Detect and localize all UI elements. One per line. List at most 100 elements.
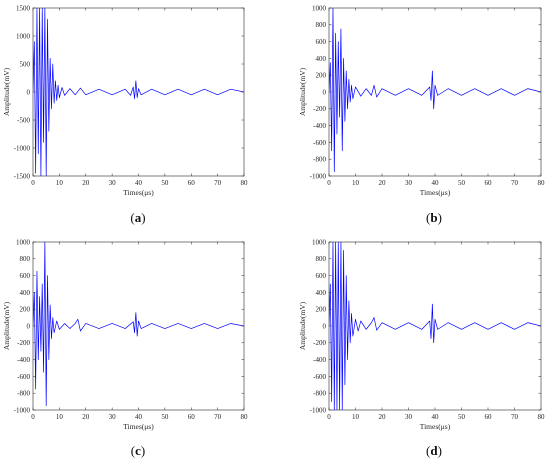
y-tick-label: 0 bbox=[27, 88, 31, 96]
y-tick-label: 500 bbox=[20, 60, 31, 68]
y-tick-label: 600 bbox=[316, 38, 327, 46]
y-tick-label: -500 bbox=[17, 116, 30, 124]
x-tick-label: 40 bbox=[432, 179, 440, 187]
x-axis-title: Times(μs) bbox=[123, 422, 154, 431]
series-group bbox=[33, 8, 244, 176]
y-axis-title: Amplitude(mV) bbox=[298, 301, 307, 350]
panel-caption: (d) bbox=[426, 443, 442, 458]
chart-panel-d: 0 10 20 30 40 50 60 70 80 -1000 -800 -600 -400 -200 0 2… bbox=[298, 238, 545, 458]
x-tick-label: 60 bbox=[485, 413, 493, 421]
y-tick-label: 800 bbox=[20, 255, 31, 263]
series-group bbox=[329, 242, 541, 410]
x-tick-label: 30 bbox=[109, 179, 117, 187]
chart-panel-a: 0 10 20 30 40 50 60 70 80 -1500 -1000 -500 0 500 1000 1… bbox=[2, 4, 248, 225]
x-tick-label: 40 bbox=[135, 179, 143, 187]
x-tick-label: 50 bbox=[161, 179, 169, 187]
series-line-0 bbox=[329, 242, 541, 410]
panel-caption: (b) bbox=[426, 210, 442, 225]
y-tick-label: 1000 bbox=[312, 238, 327, 246]
x-tick-label: 0 bbox=[327, 413, 331, 421]
plot-frame bbox=[32, 241, 245, 411]
y-tick-label: -400 bbox=[313, 356, 326, 364]
y-tick-label: -1500 bbox=[14, 172, 31, 180]
y-tick-label: 1500 bbox=[16, 4, 31, 12]
x-tick-label: 80 bbox=[538, 179, 546, 187]
x-tick-label: 80 bbox=[538, 413, 546, 421]
x-tick-label: 20 bbox=[82, 413, 90, 421]
x-tick-label: 30 bbox=[405, 413, 413, 421]
y-tick-label: 1000 bbox=[16, 238, 31, 246]
y-tick-label: -600 bbox=[313, 373, 326, 381]
y-tick-label: 800 bbox=[316, 21, 327, 29]
series-group bbox=[329, 8, 541, 173]
x-tick-label: 50 bbox=[161, 413, 169, 421]
y-axis-title: Amplitude(mV) bbox=[2, 301, 11, 350]
y-tick-label: 0 bbox=[323, 88, 327, 96]
x-tick-label: 20 bbox=[379, 179, 387, 187]
x-tick-label: 60 bbox=[188, 413, 196, 421]
y-tick-label: -1000 bbox=[310, 406, 327, 414]
y-axis-title: Amplitude(mV) bbox=[298, 67, 307, 116]
panel-caption: (c) bbox=[131, 443, 145, 458]
series-line-0 bbox=[33, 242, 244, 407]
y-tick-label: -600 bbox=[313, 139, 326, 147]
y-tick-label: 0 bbox=[27, 322, 31, 330]
y-tick-label: 200 bbox=[20, 306, 31, 314]
x-tick-label: 0 bbox=[327, 179, 331, 187]
x-tick-label: 10 bbox=[56, 413, 64, 421]
y-tick-label: -200 bbox=[313, 105, 326, 113]
plot-frame bbox=[328, 241, 542, 411]
x-tick-label: 40 bbox=[432, 413, 440, 421]
x-tick-label: 10 bbox=[352, 179, 360, 187]
x-tick-label: 30 bbox=[405, 179, 413, 187]
y-tick-label: 600 bbox=[316, 272, 327, 280]
x-tick-label: 80 bbox=[241, 179, 249, 187]
chart-panel-c: 0 10 20 30 40 50 60 70 80 -1000 -800 -600 -400 -200 0 2… bbox=[2, 238, 248, 458]
y-tick-label: 1000 bbox=[16, 32, 31, 40]
x-tick-label: 20 bbox=[379, 413, 387, 421]
x-tick-label: 60 bbox=[485, 179, 493, 187]
y-tick-label: 400 bbox=[316, 55, 327, 63]
y-tick-label: 1000 bbox=[312, 4, 327, 12]
x-tick-label: 70 bbox=[511, 413, 519, 421]
y-tick-label: -1000 bbox=[310, 172, 327, 180]
x-tick-label: 20 bbox=[82, 179, 90, 187]
y-tick-label: 600 bbox=[20, 272, 31, 280]
x-tick-label: 0 bbox=[31, 179, 35, 187]
x-tick-label: 70 bbox=[511, 179, 519, 187]
y-tick-label: -1000 bbox=[14, 144, 31, 152]
y-tick-label: -400 bbox=[17, 356, 30, 364]
y-tick-label: -1000 bbox=[14, 406, 31, 414]
x-axis-title: Times(μs) bbox=[123, 188, 154, 197]
x-tick-label: 0 bbox=[31, 413, 35, 421]
x-tick-label: 30 bbox=[109, 413, 117, 421]
y-tick-label: -200 bbox=[313, 339, 326, 347]
y-tick-label: 0 bbox=[323, 322, 327, 330]
x-tick-label: 10 bbox=[56, 179, 64, 187]
y-tick-label: -800 bbox=[313, 390, 326, 398]
x-tick-label: 80 bbox=[241, 413, 249, 421]
x-tick-label: 70 bbox=[214, 413, 222, 421]
x-tick-label: 50 bbox=[458, 413, 466, 421]
y-tick-label: 400 bbox=[20, 289, 31, 297]
plot-frame bbox=[328, 7, 542, 177]
series-group bbox=[33, 242, 244, 407]
x-tick-label: 60 bbox=[188, 179, 196, 187]
x-tick-label: 50 bbox=[458, 179, 466, 187]
y-tick-label: -800 bbox=[17, 390, 30, 398]
series-line-0 bbox=[329, 8, 541, 173]
y-tick-label: 400 bbox=[316, 289, 327, 297]
x-tick-label: 70 bbox=[214, 179, 222, 187]
y-tick-label: -600 bbox=[17, 373, 30, 381]
y-axis-title: Amplitude(mV) bbox=[2, 67, 11, 116]
y-tick-label: 200 bbox=[316, 72, 327, 80]
y-tick-label: 200 bbox=[316, 306, 327, 314]
chart-panel-b: 0 10 20 30 40 50 60 70 80 -1000 -800 -600 -400 -200 0 2… bbox=[298, 4, 545, 225]
y-tick-label: -200 bbox=[17, 339, 30, 347]
series-line-0 bbox=[33, 8, 244, 176]
x-axis-title: Times(μs) bbox=[420, 422, 451, 431]
plot-frame bbox=[32, 7, 245, 177]
y-tick-label: -800 bbox=[313, 156, 326, 164]
